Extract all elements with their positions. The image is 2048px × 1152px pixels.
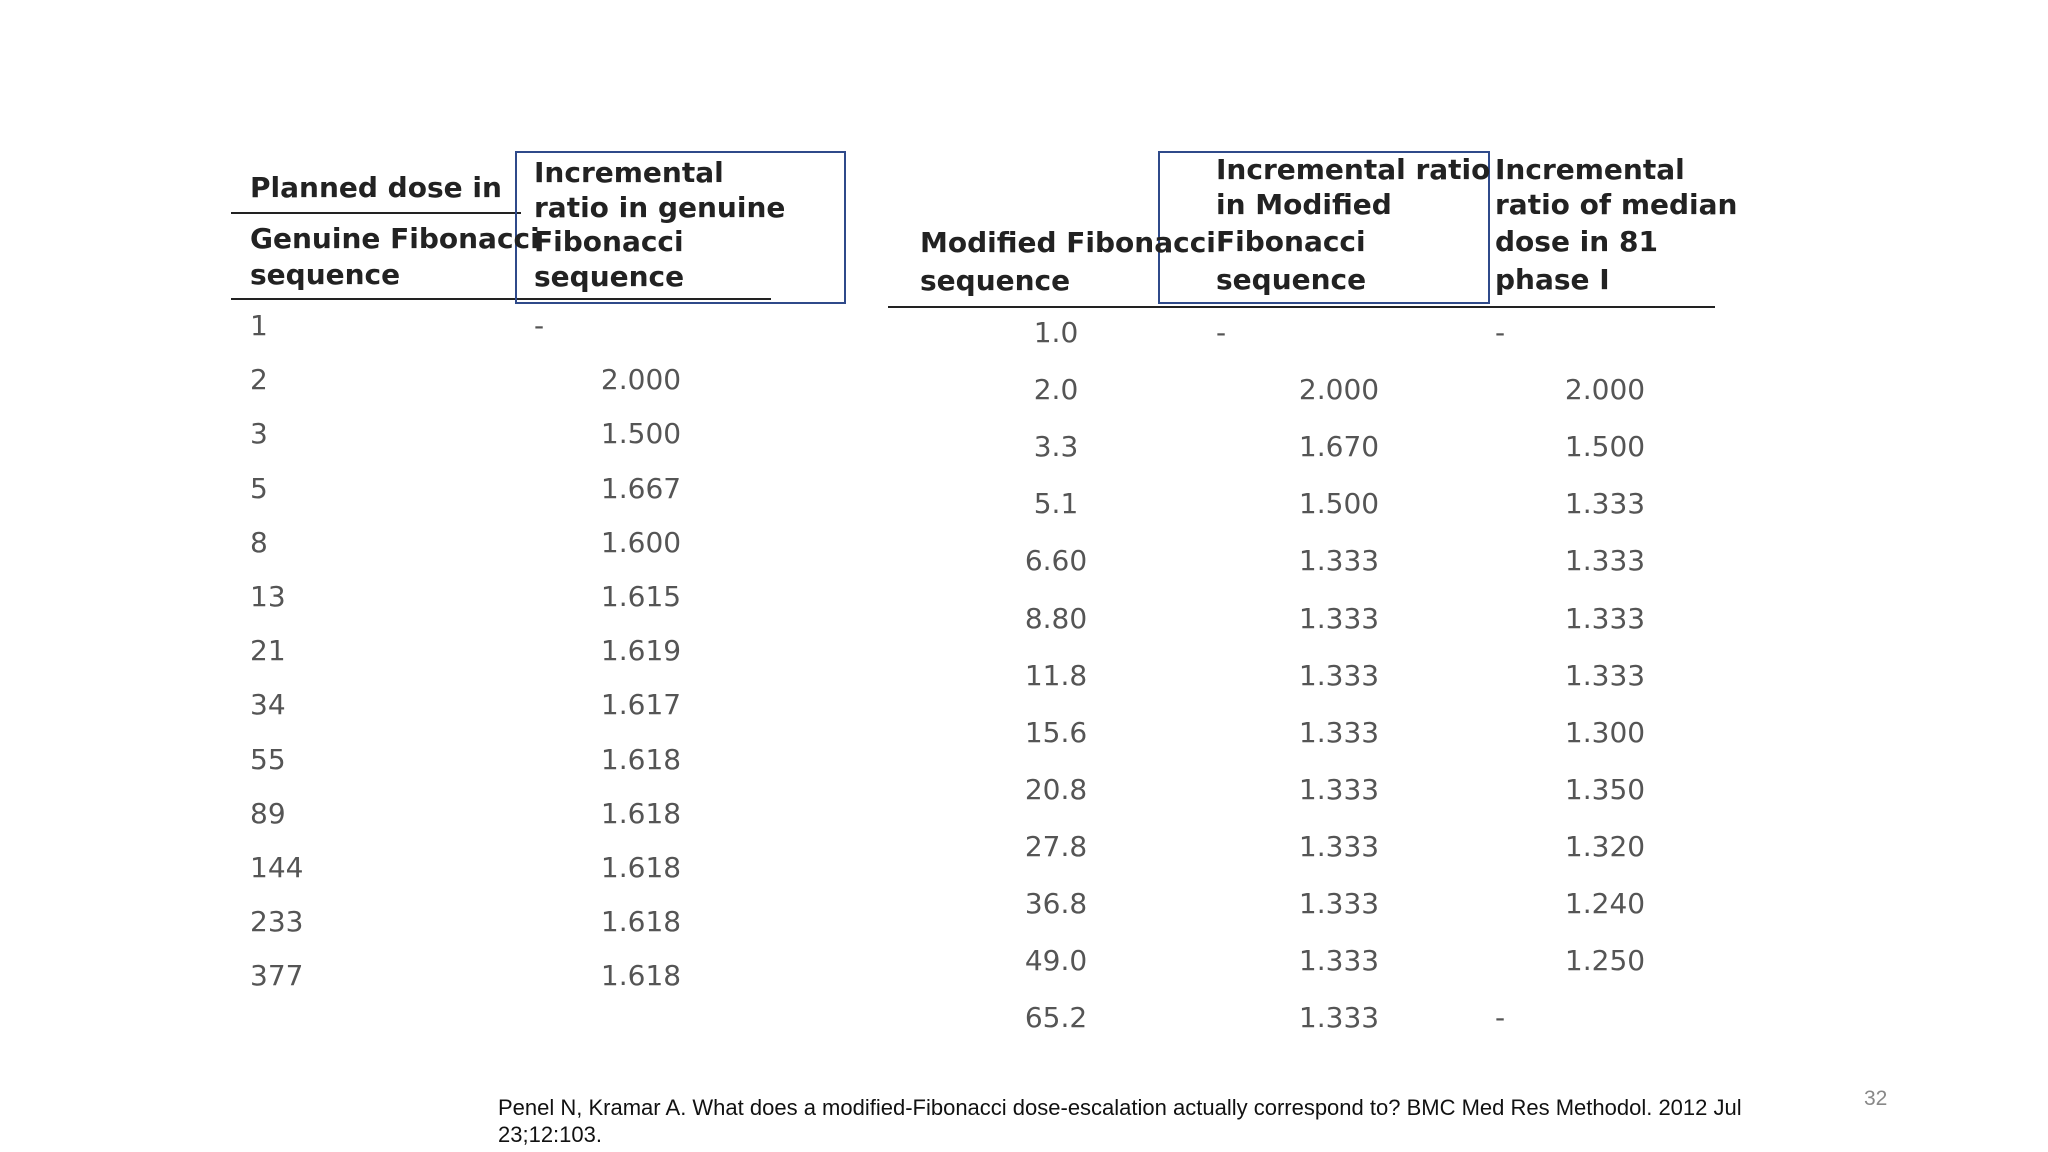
table-cell: 1.333 [1298, 658, 1380, 692]
table-cell: 1.250 [1564, 944, 1646, 978]
header-text: sequence [1216, 263, 1367, 296]
table-cell: - [1495, 1001, 1506, 1035]
header-text: sequence [920, 264, 1071, 297]
table-cell: 36.8 [1024, 887, 1088, 920]
table-cell: 1.500 [1564, 430, 1646, 464]
rule [888, 306, 1715, 308]
table-cell: - [1216, 316, 1227, 349]
table-cell: 1.667 [600, 471, 682, 505]
table-cell: 1.333 [1564, 601, 1646, 635]
table-cell: 1.350 [1564, 772, 1646, 806]
table-cell: - [1495, 316, 1506, 349]
table-cell: 1.500 [1298, 487, 1380, 521]
table-cell: 3 [250, 417, 268, 451]
table-cell: 1.618 [600, 905, 682, 939]
table-cell: 1.333 [1298, 944, 1380, 978]
header-text: ratio of median [1495, 188, 1738, 221]
rule [231, 212, 521, 214]
table-cell: 1.333 [1564, 487, 1646, 521]
table-cell: 21 [250, 634, 286, 668]
page-number: 32 [1864, 1087, 1888, 1110]
table-cell: 1.618 [600, 742, 682, 776]
table-cell: 1.618 [600, 959, 682, 993]
table-cell: 1.333 [1298, 601, 1380, 635]
table-cell: 1.618 [600, 796, 682, 830]
table-cell: 8.80 [1024, 601, 1088, 635]
header-text: Fibonacci [1216, 225, 1366, 258]
rule [231, 298, 771, 300]
table-cell: 233 [250, 905, 304, 939]
header-text: Fibonacci [534, 225, 684, 258]
header-text: Incremental [534, 156, 724, 189]
table-cell: 1.333 [1298, 887, 1380, 920]
header-text: Modified Fibonacci [920, 226, 1216, 259]
table-cell: 1.333 [1298, 829, 1380, 863]
table-cell: 13 [250, 580, 286, 613]
table-cell: 1.240 [1564, 887, 1646, 920]
header-text: sequence [534, 260, 685, 293]
header-text: in Modified [1216, 188, 1392, 221]
header-text: Incremental [1495, 153, 1685, 186]
table-cell: 1.670 [1298, 430, 1380, 464]
table-cell: 5 [250, 471, 268, 505]
header-text: phase I [1495, 263, 1610, 296]
table-cell: 20.8 [1024, 772, 1088, 806]
table-cell: 1.0 [1033, 316, 1079, 349]
header-text: sequence [250, 258, 401, 291]
table-cell: 8 [250, 525, 268, 559]
header-text: Incremental ratio [1216, 153, 1491, 186]
table-cell: 2.0 [1033, 373, 1079, 407]
header-text: Genuine Fibonacci [250, 222, 540, 255]
table-cell: 377 [250, 959, 304, 993]
table-cell: 65.2 [1024, 1001, 1088, 1035]
table-cell: 3.3 [1033, 430, 1079, 464]
table-cell: 6.60 [1024, 544, 1088, 578]
table-cell: 89 [250, 796, 286, 830]
table-cell: 1.619 [600, 634, 682, 668]
table-cell: 1 [250, 309, 268, 342]
table-cell: 27.8 [1024, 829, 1088, 863]
table-cell: 144 [250, 851, 304, 884]
table-cell: 1.333 [1298, 772, 1380, 806]
highlight-box [515, 151, 846, 304]
table-cell: 1.617 [600, 688, 682, 722]
table-cell: - [534, 309, 545, 342]
highlight-box [1158, 151, 1490, 304]
table-cell: 2.000 [1564, 373, 1646, 407]
table-cell: 1.600 [600, 525, 682, 559]
table-cell: 1.618 [600, 851, 682, 884]
table-cell: 49.0 [1024, 944, 1088, 978]
table-cell: 2.000 [600, 363, 682, 397]
table-cell: 5.1 [1033, 487, 1079, 521]
table-cell: 1.320 [1564, 829, 1646, 863]
table-cell: 2.000 [1298, 373, 1380, 407]
table-cell: 1.333 [1298, 715, 1380, 749]
header-text: Planned dose in [250, 171, 502, 204]
citation: Penel N, Kramar A. What does a modified-… [498, 1095, 1742, 1147]
table-cell: 34 [250, 688, 286, 722]
table-cell: 1.333 [1564, 658, 1646, 692]
table-cell: 15.6 [1024, 715, 1088, 749]
table-cell: 1.615 [600, 580, 682, 613]
table-cell: 55 [250, 742, 286, 776]
table-cell: 1.300 [1564, 715, 1646, 749]
header-text: ratio in genuine [534, 191, 786, 224]
table-cell: 1.333 [1564, 544, 1646, 578]
table-cell: 1.333 [1298, 544, 1380, 578]
table-cell: 1.333 [1298, 1001, 1380, 1035]
header-text: dose in 81 [1495, 225, 1658, 258]
table-cell: 11.8 [1024, 658, 1088, 692]
table-cell: 1.500 [600, 417, 682, 451]
table-cell: 2 [250, 363, 268, 397]
